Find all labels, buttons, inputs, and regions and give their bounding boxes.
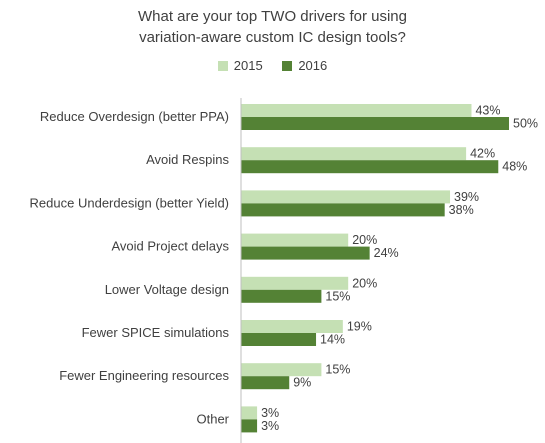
bar-2016-avoid-project-delays <box>241 246 370 260</box>
data-label-2015-reduce-underdesign-better-yield: 39% <box>454 190 479 204</box>
category-label-avoid-respins: Avoid Respins <box>146 152 229 167</box>
bar-2015-fewer-engineering-resources <box>241 363 322 377</box>
data-label-2016-avoid-project-delays: 24% <box>374 246 399 260</box>
bar-2016-avoid-respins <box>241 160 499 174</box>
legend-item-2015: 2015 <box>217 58 263 73</box>
data-label-2016-reduce-underdesign-better-yield: 38% <box>449 203 474 217</box>
data-label-2016-fewer-engineering-resources: 9% <box>293 376 311 390</box>
category-label-other: Other <box>196 411 229 426</box>
data-label-2015-fewer-engineering-resources: 15% <box>325 363 350 377</box>
data-label-2016-avoid-respins: 48% <box>502 160 527 174</box>
category-label-reduce-underdesign-better-yield: Reduce Underdesign (better Yield) <box>30 195 229 210</box>
data-label-2015-reduce-overdesign-better-ppa: 43% <box>475 104 500 118</box>
bar-2016-other <box>241 419 258 433</box>
chart-title: What are your top TWO drivers for using … <box>0 6 545 48</box>
data-label-2015-fewer-spice-simulations: 19% <box>347 320 372 334</box>
data-label-2016-other: 3% <box>261 419 279 433</box>
chart-legend: 2015 2016 <box>0 58 545 73</box>
bar-2015-reduce-underdesign-better-yield <box>241 190 451 204</box>
data-label-2015-avoid-project-delays: 20% <box>352 233 377 247</box>
data-label-2016-lower-voltage-design: 15% <box>325 289 350 303</box>
bar-2016-fewer-engineering-resources <box>241 376 290 390</box>
data-label-2015-other: 3% <box>261 406 279 420</box>
bar-2016-fewer-spice-simulations <box>241 333 317 346</box>
bar-2015-fewer-spice-simulations <box>241 320 343 333</box>
chart-title-line-1: What are your top TWO drivers for using <box>138 8 407 25</box>
bar-2015-avoid-project-delays <box>241 233 349 247</box>
data-label-2015-lower-voltage-design: 20% <box>352 276 377 290</box>
legend-item-2016: 2016 <box>282 58 327 73</box>
bar-2016-lower-voltage-design <box>241 289 322 303</box>
data-label-2016-reduce-overdesign-better-ppa: 50% <box>513 117 538 131</box>
legend-label-2016: 2016 <box>298 58 328 73</box>
category-label-avoid-project-delays: Avoid Project delays <box>111 239 229 254</box>
bar-2015-reduce-overdesign-better-ppa <box>241 104 472 117</box>
legend-swatch-2016 <box>282 61 293 71</box>
category-label-reduce-overdesign-better-ppa: Reduce Overdesign (better PPA) <box>40 109 229 124</box>
bar-2015-lower-voltage-design <box>241 276 349 290</box>
data-label-2016-fewer-spice-simulations: 14% <box>320 333 345 347</box>
legend-label-2015: 2015 <box>233 58 263 73</box>
bar-2016-reduce-overdesign-better-ppa <box>241 117 509 130</box>
chart-title-line-2: variation-aware custom IC design tools? <box>139 29 406 46</box>
data-label-2015-avoid-respins: 42% <box>470 147 495 161</box>
legend-swatch-2015 <box>217 61 228 71</box>
bar-2016-reduce-underdesign-better-yield <box>241 203 445 217</box>
category-label-lower-voltage-design: Lower Voltage design <box>105 282 229 297</box>
bar-2015-other <box>241 406 258 420</box>
bar-2015-avoid-respins <box>241 147 467 161</box>
category-label-fewer-engineering-resources: Fewer Engineering resources <box>59 368 229 383</box>
category-label-fewer-spice-simulations: Fewer SPICE simulations <box>82 325 230 340</box>
